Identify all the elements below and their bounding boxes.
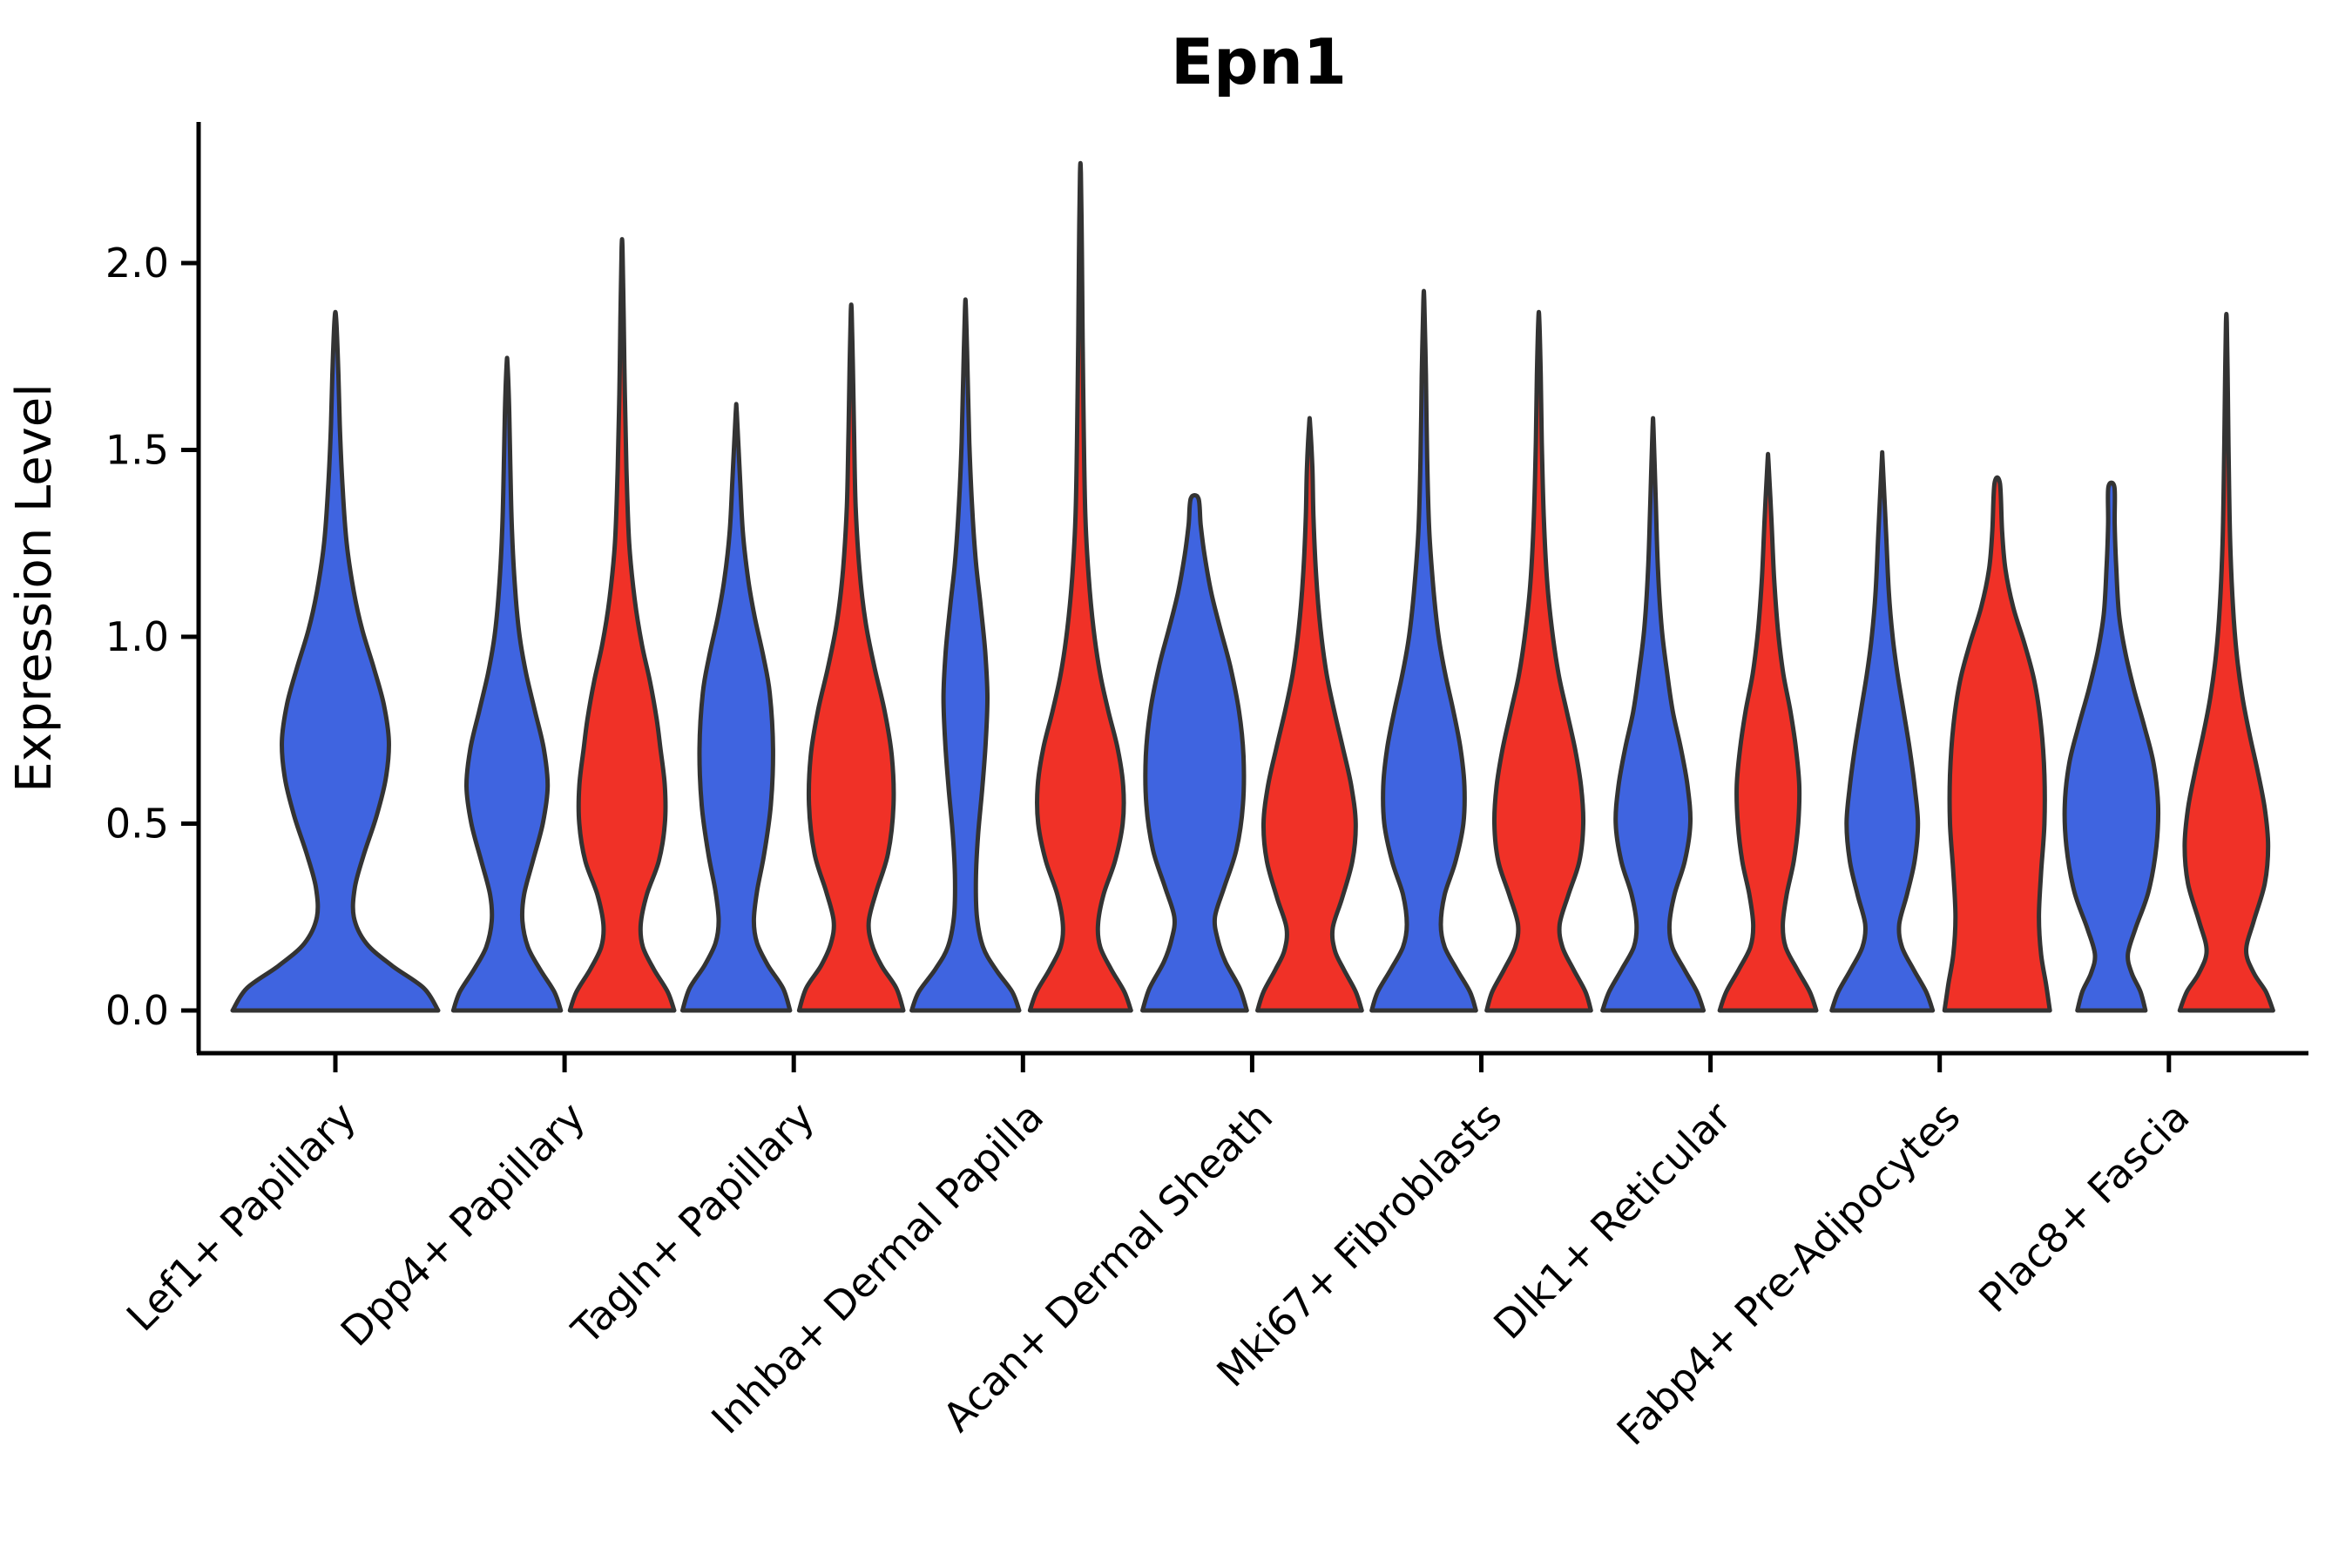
x-tick-label-8: Plac8+ Fascia xyxy=(1970,1093,2198,1321)
chart-title: Epn1 xyxy=(1171,25,1347,98)
violin-0-blue xyxy=(230,309,441,1013)
violin-3-blue xyxy=(909,297,1022,1013)
y-tick-label: 0.0 xyxy=(105,987,169,1034)
violin-8-red xyxy=(2177,311,2275,1013)
y-tick-label: 2.0 xyxy=(105,240,169,287)
x-tick-label-0: Lef1+ Papillary xyxy=(118,1093,365,1341)
violin-7-blue xyxy=(1829,449,1936,1013)
x-tick-label-2: Tagln+ Papillary xyxy=(562,1093,823,1355)
violin-1-blue xyxy=(450,355,564,1013)
y-tick-label: 1.5 xyxy=(105,427,169,474)
violin-2-blue xyxy=(679,402,793,1013)
violin-4-blue xyxy=(1140,493,1249,1013)
violin-7-red xyxy=(1942,475,2052,1013)
violin-1-red xyxy=(567,237,677,1013)
y-axis-label: Expression Level xyxy=(6,383,63,793)
y-tick-label: 0.5 xyxy=(105,801,169,848)
violin-8-blue xyxy=(2062,480,2161,1013)
y-axis-ticks: 0.0 0.5 1.0 1.5 2.0 xyxy=(105,240,199,1034)
violin-5-blue xyxy=(1369,288,1478,1013)
violin-6-red xyxy=(1717,451,1819,1013)
y-tick-label: 1.0 xyxy=(105,613,169,660)
x-tick-label-1: Dpp4+ Papillary xyxy=(332,1093,594,1355)
x-tick-label-6: Dlk1+ Reticular xyxy=(1484,1093,1740,1348)
violin-3-red xyxy=(1027,160,1133,1013)
violin-5-red xyxy=(1484,309,1593,1013)
violins-layer xyxy=(230,160,2275,1013)
violin-6-blue xyxy=(1600,416,1707,1013)
violin-4-red xyxy=(1255,416,1364,1013)
violin-2-red xyxy=(796,302,906,1013)
